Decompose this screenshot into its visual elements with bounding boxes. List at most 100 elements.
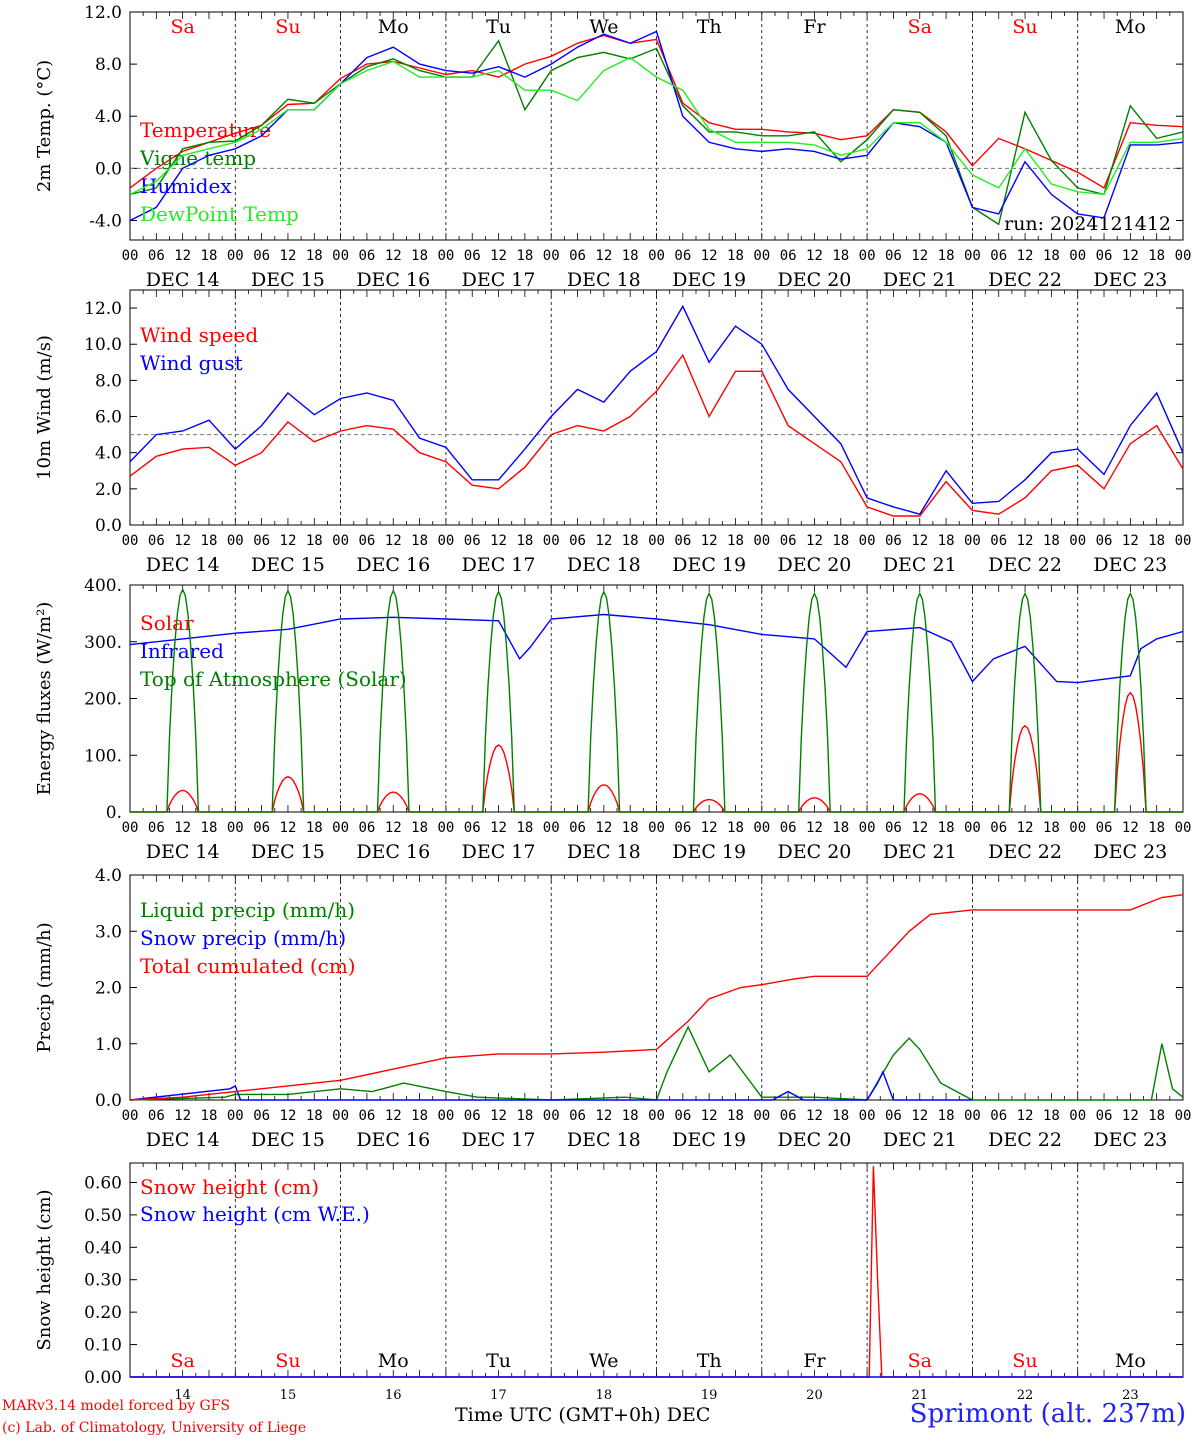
- date-label: DEC 21: [883, 269, 957, 291]
- hour-tick-label: 12: [806, 820, 823, 836]
- y-tick-label: 1.0: [95, 1035, 122, 1055]
- hour-tick-label: 06: [148, 1108, 165, 1124]
- hour-tick-label: 06: [464, 1108, 481, 1124]
- date-label: DEC 14: [146, 1129, 220, 1151]
- hour-tick-label: 18: [411, 533, 428, 549]
- hour-tick-label: 12: [280, 1108, 297, 1124]
- hour-tick-label: 18: [411, 248, 428, 264]
- date-label: DEC 17: [462, 1129, 536, 1151]
- series-line-dewpoint-temp: [129, 56, 1184, 196]
- hour-tick-label: 18: [938, 248, 955, 264]
- hour-tick-label: 18: [727, 533, 744, 549]
- hour-tick-label: 06: [674, 533, 691, 549]
- hour-tick-label: 00: [859, 248, 876, 264]
- hour-tick-label: 18: [1148, 248, 1165, 264]
- date-label: DEC 19: [672, 841, 746, 863]
- day-name-label: Su: [275, 1350, 300, 1372]
- hour-tick-label: 18: [727, 820, 744, 836]
- day-number-label: 22: [1017, 1388, 1034, 1403]
- y-tick-label: 0.: [106, 803, 122, 823]
- hour-tick-label: 00: [437, 1108, 454, 1124]
- day-name-label: Mo: [378, 16, 409, 38]
- y-tick-label: 100.: [84, 746, 122, 766]
- y-axis-label: Precip (mm/h): [34, 922, 55, 1052]
- hour-tick-label: 06: [885, 1108, 902, 1124]
- y-tick-label: 8.0: [95, 55, 122, 75]
- date-label: DEC 16: [356, 841, 430, 863]
- hour-tick-label: 00: [859, 820, 876, 836]
- panel-3: 0. 100. 200. 300. 400. Energy fluxes (W/m²) 00…: [34, 576, 1191, 863]
- hour-tick-label: 18: [306, 820, 323, 836]
- hour-tick-label: 00: [122, 248, 139, 264]
- legend-entry: Temperature: [140, 118, 271, 142]
- hour-tick-label: 00: [753, 1108, 770, 1124]
- hour-tick-label: 00: [964, 248, 981, 264]
- hour-tick-label: 18: [201, 248, 218, 264]
- y-tick-label: 4.0: [95, 866, 122, 886]
- hour-tick-label: 12: [806, 248, 823, 264]
- date-label: DEC 17: [462, 841, 536, 863]
- hour-tick-label: 00: [122, 533, 139, 549]
- hour-tick-label: 00: [753, 248, 770, 264]
- day-name-label: Mo: [1115, 1350, 1146, 1372]
- hour-tick-label: 06: [569, 1108, 586, 1124]
- day-name-label: Mo: [378, 1350, 409, 1372]
- date-label: DEC 23: [1093, 269, 1167, 291]
- hour-tick-label: 12: [174, 1108, 191, 1124]
- hour-tick-label: 12: [911, 533, 928, 549]
- y-tick-label: 0.60: [84, 1173, 122, 1193]
- hour-tick-label: 06: [358, 248, 375, 264]
- series-line-total-cumulated-cm-: [129, 894, 1184, 1101]
- day-name-label: Su: [275, 16, 300, 38]
- date-label: DEC 15: [251, 841, 325, 863]
- hour-tick-label: 18: [1043, 820, 1060, 836]
- legend-entry: DewPoint Temp: [140, 202, 299, 226]
- hour-tick-label: 00: [543, 820, 560, 836]
- y-tick-label: 0.10: [84, 1336, 122, 1356]
- hour-tick-label: 06: [358, 1108, 375, 1124]
- hour-tick-label: 06: [990, 820, 1007, 836]
- day-name-label: Su: [1012, 16, 1037, 38]
- legend-entry: Vigne temp: [139, 146, 256, 170]
- day-name-label: Mo: [1115, 16, 1146, 38]
- y-tick-label: 0.0: [95, 1091, 122, 1111]
- legend-entry: Snow height (cm W.E.): [140, 1202, 370, 1226]
- day-number-label: 20: [806, 1388, 823, 1403]
- date-label: DEC 15: [251, 1129, 325, 1151]
- date-label: DEC 23: [1093, 841, 1167, 863]
- date-label: DEC 23: [1093, 1129, 1167, 1151]
- panel-4: 0.0 1.0 2.0 3.0 4.0 Precip (mm/h) 00 06 12 18 DEC …: [34, 866, 1191, 1151]
- hour-tick-label: 00: [859, 1108, 876, 1124]
- hour-tick-label: 00: [1069, 248, 1086, 264]
- hour-tick-label: 18: [938, 1108, 955, 1124]
- hour-tick-label: 00: [753, 533, 770, 549]
- y-tick-label: 0.00: [84, 1368, 122, 1388]
- hour-tick-label: 12: [490, 533, 507, 549]
- hour-tick-label: 06: [253, 248, 270, 264]
- day-name-label: We: [589, 16, 618, 38]
- y-tick-label: 6.0: [95, 408, 122, 428]
- hour-tick-label: 00: [227, 1108, 244, 1124]
- hour-tick-label: 06: [148, 248, 165, 264]
- series-line-liquid-precip-mm-h-: [129, 1025, 1184, 1101]
- y-tick-label: 0.20: [84, 1303, 122, 1323]
- hour-tick-label: 06: [253, 533, 270, 549]
- x-axis-title: Time UTC (GMT+0h) DEC: [455, 1404, 711, 1426]
- hour-tick-label: 06: [780, 820, 797, 836]
- hour-tick-label: 12: [911, 820, 928, 836]
- hour-tick-label: 00: [437, 533, 454, 549]
- date-label: DEC 17: [462, 269, 536, 291]
- hour-tick-label: 00: [1069, 533, 1086, 549]
- date-label: DEC 19: [672, 269, 746, 291]
- hour-tick-label: 18: [622, 1108, 639, 1124]
- hour-tick-label: 18: [516, 1108, 533, 1124]
- hour-tick-label: 18: [306, 248, 323, 264]
- hour-tick-label: 12: [385, 248, 402, 264]
- hour-tick-label: 06: [990, 533, 1007, 549]
- hour-tick-label: 18: [516, 533, 533, 549]
- hour-tick-label: 18: [411, 820, 428, 836]
- hour-tick-label: 12: [1122, 248, 1139, 264]
- series-line-wind-speed: [129, 353, 1184, 517]
- hour-tick-label: 00: [122, 820, 139, 836]
- hour-tick-label: 00: [1175, 248, 1192, 264]
